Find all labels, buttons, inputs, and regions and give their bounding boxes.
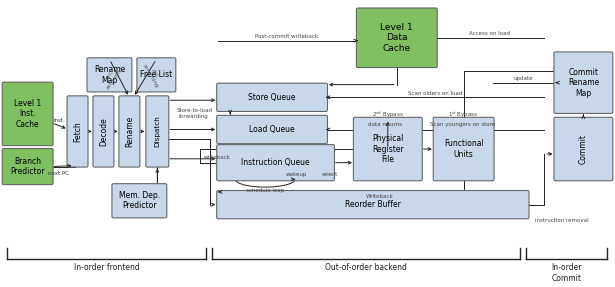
- Text: Level 1
Inst.
Cache: Level 1 Inst. Cache: [14, 99, 41, 129]
- Text: Decode: Decode: [99, 117, 108, 146]
- Text: Commit
Rename
Map: Commit Rename Map: [568, 68, 599, 98]
- FancyBboxPatch shape: [93, 96, 114, 167]
- Text: Store-to-load
forwarding: Store-to-load forwarding: [177, 108, 212, 119]
- FancyBboxPatch shape: [2, 82, 53, 146]
- Text: next PC: next PC: [48, 171, 69, 177]
- Text: Reorder Buffer: Reorder Buffer: [345, 200, 401, 209]
- Text: 1$^{st}$ Bypass: 1$^{st}$ Bypass: [448, 110, 479, 120]
- Text: Functional
Units: Functional Units: [444, 139, 483, 159]
- FancyBboxPatch shape: [554, 117, 613, 181]
- Text: Physical
Register
File: Physical Register File: [372, 134, 403, 164]
- Text: Load Queue: Load Queue: [249, 125, 295, 134]
- FancyBboxPatch shape: [67, 96, 88, 167]
- Text: Store Queue: Store Queue: [248, 93, 296, 102]
- Text: In-order
Commit: In-order Commit: [551, 263, 582, 283]
- Text: Scan olders on load: Scan olders on load: [408, 91, 462, 96]
- FancyBboxPatch shape: [137, 58, 176, 92]
- FancyBboxPatch shape: [216, 191, 529, 219]
- Text: src.
renaming: src. renaming: [100, 62, 124, 90]
- FancyBboxPatch shape: [216, 83, 327, 111]
- FancyBboxPatch shape: [146, 96, 169, 167]
- Text: wakeup: wakeup: [285, 172, 307, 177]
- Text: Fetch: Fetch: [73, 121, 82, 142]
- Text: Rename
Map: Rename Map: [94, 65, 125, 85]
- FancyBboxPatch shape: [216, 115, 327, 144]
- Text: Branch
Predictor: Branch Predictor: [10, 157, 45, 176]
- Text: Writeback: Writeback: [366, 194, 394, 199]
- FancyBboxPatch shape: [433, 117, 494, 181]
- Text: Commit: Commit: [579, 134, 588, 164]
- Text: schedule loop: schedule loop: [246, 187, 284, 193]
- Text: Post-commit writeback: Post-commit writeback: [255, 34, 319, 39]
- FancyBboxPatch shape: [356, 8, 437, 67]
- Text: dst.
renaming: dst. renaming: [141, 61, 164, 89]
- Text: Rename: Rename: [125, 116, 134, 147]
- FancyBboxPatch shape: [2, 149, 53, 185]
- Text: Scan youngers on store: Scan youngers on store: [430, 122, 495, 127]
- Text: Out-of-order backend: Out-of-order backend: [325, 263, 407, 272]
- Text: writeback: writeback: [204, 155, 231, 160]
- FancyBboxPatch shape: [112, 184, 167, 218]
- FancyBboxPatch shape: [119, 96, 140, 167]
- Text: instruction removal: instruction removal: [536, 218, 589, 223]
- FancyBboxPatch shape: [554, 52, 613, 113]
- Text: Access on load: Access on load: [469, 31, 510, 36]
- Text: Free List: Free List: [140, 70, 172, 79]
- Text: inst.: inst.: [54, 118, 65, 123]
- FancyBboxPatch shape: [87, 58, 132, 92]
- Text: data returns: data returns: [368, 122, 402, 127]
- Text: Instruction Queue: Instruction Queue: [241, 158, 310, 167]
- Text: update: update: [514, 76, 533, 81]
- Text: Level 1
Data
Cache: Level 1 Data Cache: [381, 23, 413, 53]
- Text: In-order frontend: In-order frontend: [74, 263, 140, 272]
- Text: Dispatch: Dispatch: [154, 116, 161, 147]
- Text: Mem. Dep.
Predictor: Mem. Dep. Predictor: [119, 191, 160, 210]
- Text: 2$^{nd}$ Bypass: 2$^{nd}$ Bypass: [372, 110, 403, 120]
- FancyBboxPatch shape: [216, 145, 335, 181]
- Text: select: select: [322, 172, 338, 177]
- FancyBboxPatch shape: [354, 117, 423, 181]
